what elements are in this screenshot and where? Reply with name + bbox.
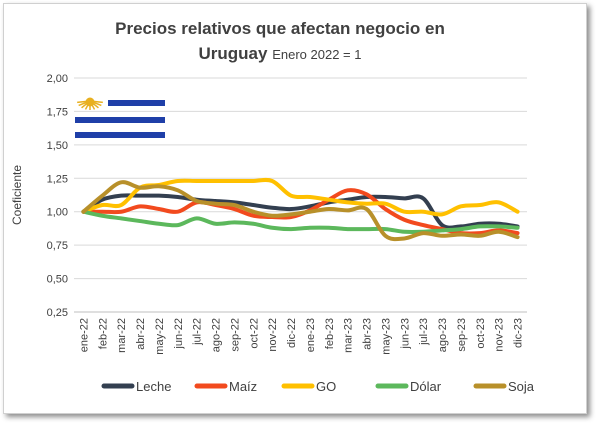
x-tick-label: ago-22 [211, 318, 223, 352]
series-line-leche [81, 193, 520, 230]
legend-label-soja: Soja [508, 379, 535, 394]
chart-subtitle: Enero 2022 = 1 [272, 47, 362, 62]
x-tick-label: mar-22 [116, 318, 128, 353]
x-tick-label: feb-23 [324, 318, 336, 349]
sun-disc [85, 97, 95, 107]
title-line-2: Uruguay [198, 44, 268, 63]
series-lines [81, 177, 520, 242]
x-tick-label: dic-22 [286, 318, 298, 348]
y-tick-label: 0,25 [47, 307, 68, 319]
legend-label-go: GO [316, 379, 336, 394]
x-tick-label: nov-23 [494, 318, 506, 352]
x-tick-label: sep-23 [456, 318, 468, 352]
y-tick-label: 1,25 [47, 173, 68, 185]
x-tick-label: oct-23 [475, 318, 487, 349]
series-line-dolar [81, 209, 520, 235]
sun-of-may-icon [77, 97, 103, 110]
x-tick-label: jun-22 [173, 318, 185, 350]
x-axis: ene-22 feb-22 mar-22 abr-22 may-22 jun-22 jul-… [78, 318, 524, 355]
y-tick-label: 0,75 [47, 240, 68, 252]
uruguay-flag-icon [75, 97, 165, 138]
x-tick-label: ene-22 [78, 318, 90, 352]
legend-label-maiz: Maíz [229, 379, 257, 394]
y-tick-label: 1,75 [47, 106, 68, 118]
legend: Leche Maíz GO Dólar Soja [101, 379, 535, 394]
x-tick-label: ene-23 [305, 318, 317, 352]
x-tick-label: jul-23 [418, 318, 430, 346]
x-tick-label: oct-22 [248, 318, 260, 349]
series-line-soja [81, 180, 520, 242]
x-tick-label: abr-22 [135, 318, 147, 350]
x-tick-label: may-22 [154, 318, 166, 355]
y-tick-label: 1,00 [47, 207, 68, 219]
x-tick-label: jun-23 [399, 318, 411, 350]
x-tick-label: nov-22 [267, 318, 279, 352]
y-axis-label: Coeficiente [10, 165, 24, 225]
y-tick-label: 1,50 [47, 140, 68, 152]
y-tick-label: 2,00 [47, 73, 68, 85]
legend-label-leche: Leche [136, 379, 171, 394]
chart-title: Precios relativos que afectan negocio en… [0, 16, 560, 67]
title-line-1: Precios relativos que afectan negocio en [115, 19, 445, 38]
y-tick-label: 0,50 [47, 274, 68, 286]
x-tick-label: jul-22 [192, 318, 204, 346]
x-tick-label: may-23 [380, 318, 392, 355]
x-tick-label: abr-23 [362, 318, 374, 350]
x-tick-label: dic-23 [513, 318, 525, 348]
x-tick-label: mar-23 [343, 318, 355, 353]
x-tick-label: sep-22 [229, 318, 241, 352]
x-tick-label: feb-22 [97, 318, 109, 349]
legend-label-dolar: Dólar [410, 379, 442, 394]
y-axis: 0,25 0,50 0,75 1,00 1,25 1,50 1,75 2,00 [47, 73, 68, 319]
x-tick-label: ago-23 [437, 318, 449, 352]
